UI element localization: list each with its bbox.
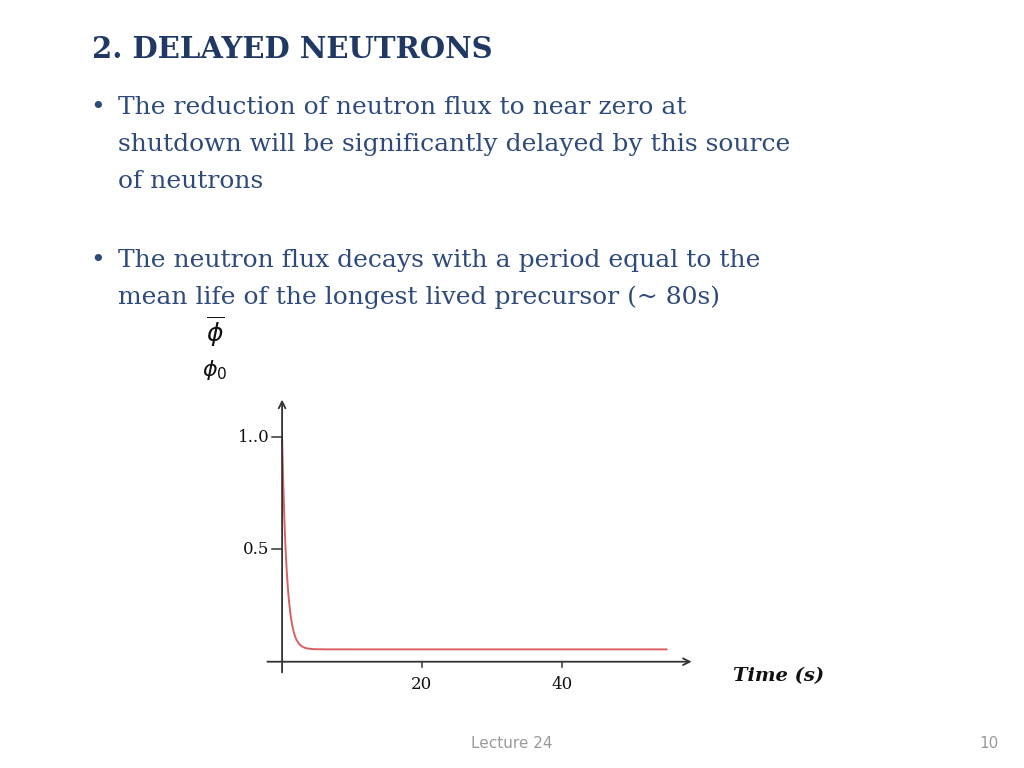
Text: $\phi_0$: $\phi_0$ bbox=[203, 359, 227, 382]
Text: 20: 20 bbox=[412, 677, 432, 694]
Text: •: • bbox=[90, 249, 104, 272]
Text: Lecture 24: Lecture 24 bbox=[471, 736, 553, 751]
Text: 1..0: 1..0 bbox=[238, 429, 269, 445]
Text: $\overline{\phi}$: $\overline{\phi}$ bbox=[206, 315, 224, 349]
Text: 40: 40 bbox=[551, 677, 572, 694]
Text: The neutron flux decays with a period equal to the: The neutron flux decays with a period eq… bbox=[118, 249, 760, 272]
Text: mean life of the longest lived precursor (~ 80s): mean life of the longest lived precursor… bbox=[118, 286, 720, 310]
Text: 2. DELAYED NEUTRONS: 2. DELAYED NEUTRONS bbox=[92, 35, 493, 64]
Text: The reduction of neutron flux to near zero at: The reduction of neutron flux to near ze… bbox=[118, 96, 686, 119]
Text: Time (s): Time (s) bbox=[733, 667, 823, 685]
Text: shutdown will be significantly delayed by this source: shutdown will be significantly delayed b… bbox=[118, 133, 790, 156]
Text: of neutrons: of neutrons bbox=[118, 170, 263, 193]
Text: •: • bbox=[90, 96, 104, 119]
Text: 0.5: 0.5 bbox=[243, 541, 269, 558]
Text: 10: 10 bbox=[979, 736, 998, 751]
